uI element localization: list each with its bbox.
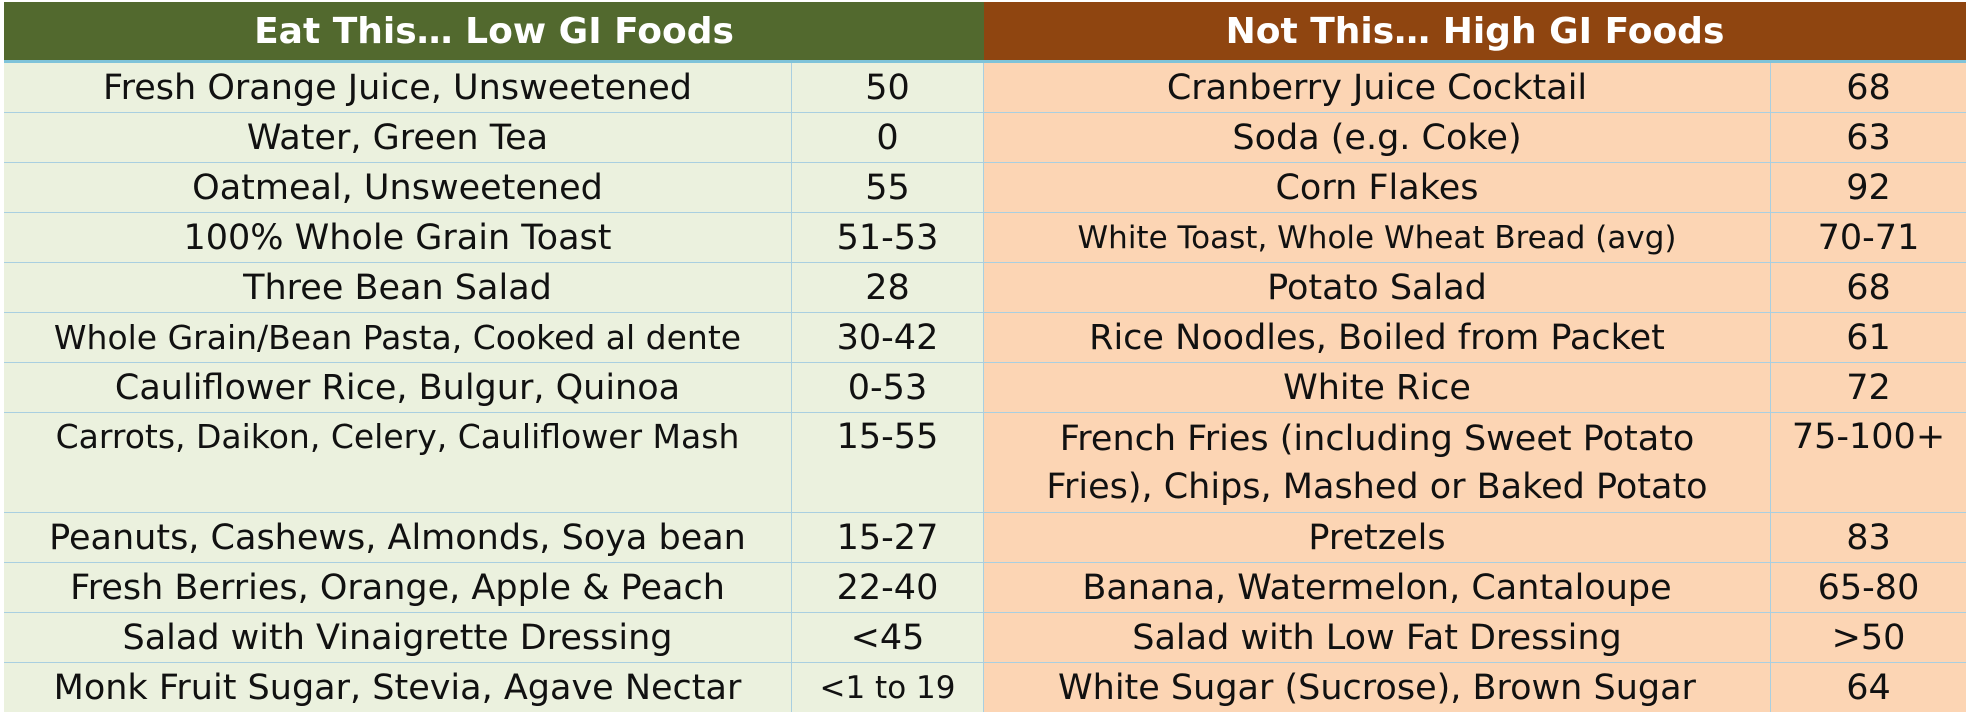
high-gi-value: 68: [1771, 63, 1966, 112]
low-gi-value: 50: [792, 63, 984, 112]
low-gi-value: <1 to 19: [792, 663, 984, 712]
table-row: Salad with Vinaigrette Dressing <45 Sala…: [4, 613, 1966, 663]
high-gi-food: White Sugar (Sucrose), Brown Sugar: [984, 663, 1771, 712]
low-gi-value: 15-27: [792, 513, 984, 562]
table-row: Fresh Berries, Orange, Apple & Peach 22-…: [4, 563, 1966, 613]
high-gi-value: 65-80: [1771, 563, 1966, 612]
low-gi-value: 0-53: [792, 363, 984, 412]
high-gi-food: White Toast, Whole Wheat Bread (avg): [984, 213, 1771, 262]
table-row: Oatmeal, Unsweetened 55 Corn Flakes 92: [4, 163, 1966, 213]
low-gi-value: 0: [792, 113, 984, 162]
low-gi-value: 51-53: [792, 213, 984, 262]
table-row: 100% Whole Grain Toast 51-53 White Toast…: [4, 213, 1966, 263]
high-gi-food: Soda (e.g. Coke): [984, 113, 1771, 162]
table-row: Cauliflower Rice, Bulgur, Quinoa 0-53 Wh…: [4, 363, 1966, 413]
high-gi-food: Salad with Low Fat Dressing: [984, 613, 1771, 662]
high-gi-food: Banana, Watermelon, Cantaloupe: [984, 563, 1771, 612]
low-gi-food: Cauliflower Rice, Bulgur, Quinoa: [4, 363, 792, 412]
high-gi-value: 64: [1771, 663, 1966, 712]
low-gi-value: 28: [792, 263, 984, 312]
high-gi-value: 72: [1771, 363, 1966, 412]
table-row: Three Bean Salad 28 Potato Salad 68: [4, 263, 1966, 313]
high-gi-food: French Fries (including Sweet Potato Fri…: [984, 413, 1771, 512]
low-gi-food: Whole Grain/Bean Pasta, Cooked al dente: [4, 313, 792, 362]
low-gi-food: 100% Whole Grain Toast: [4, 213, 792, 262]
low-gi-food: Fresh Berries, Orange, Apple & Peach: [4, 563, 792, 612]
table-row: Fresh Orange Juice, Unsweetened 50 Cranb…: [4, 63, 1966, 113]
low-gi-food: Three Bean Salad: [4, 263, 792, 312]
low-gi-header: Eat This… Low GI Foods: [4, 2, 984, 60]
high-gi-value: 92: [1771, 163, 1966, 212]
high-gi-value: 75-100+: [1771, 413, 1966, 512]
table-row: Peanuts, Cashews, Almonds, Soya bean 15-…: [4, 513, 1966, 563]
low-gi-value: 30-42: [792, 313, 984, 362]
table-row: Monk Fruit Sugar, Stevia, Agave Nectar <…: [4, 663, 1966, 712]
high-gi-value: 63: [1771, 113, 1966, 162]
high-gi-food: Corn Flakes: [984, 163, 1771, 212]
high-gi-food: Potato Salad: [984, 263, 1771, 312]
low-gi-food: Fresh Orange Juice, Unsweetened: [4, 63, 792, 112]
high-gi-food: Cranberry Juice Cocktail: [984, 63, 1771, 112]
table-row: Water, Green Tea 0 Soda (e.g. Coke) 63: [4, 113, 1966, 163]
high-gi-value: 83: [1771, 513, 1966, 562]
low-gi-value: 15-55: [792, 413, 984, 512]
low-gi-food: Salad with Vinaigrette Dressing: [4, 613, 792, 662]
low-gi-food: Oatmeal, Unsweetened: [4, 163, 792, 212]
high-gi-value: 68: [1771, 263, 1966, 312]
table-row: Whole Grain/Bean Pasta, Cooked al dente …: [4, 313, 1966, 363]
gi-comparison-table: Eat This… Low GI Foods Not This… High GI…: [4, 2, 1966, 712]
low-gi-food: Monk Fruit Sugar, Stevia, Agave Nectar: [4, 663, 792, 712]
low-gi-food: Carrots, Daikon, Celery, Cauliflower Mas…: [4, 413, 792, 512]
high-gi-value: 61: [1771, 313, 1966, 362]
low-gi-food: Peanuts, Cashews, Almonds, Soya bean: [4, 513, 792, 562]
high-gi-value: >50: [1771, 613, 1966, 662]
low-gi-value: 22-40: [792, 563, 984, 612]
low-gi-value: <45: [792, 613, 984, 662]
low-gi-value: 55: [792, 163, 984, 212]
high-gi-food: Pretzels: [984, 513, 1771, 562]
high-gi-header: Not This… High GI Foods: [984, 2, 1966, 60]
high-gi-food: Rice Noodles, Boiled from Packet: [984, 313, 1771, 362]
low-gi-food: Water, Green Tea: [4, 113, 792, 162]
table-header-row: Eat This… Low GI Foods Not This… High GI…: [4, 2, 1966, 63]
high-gi-food: White Rice: [984, 363, 1771, 412]
high-gi-value: 70-71: [1771, 213, 1966, 262]
table-row: Carrots, Daikon, Celery, Cauliflower Mas…: [4, 413, 1966, 513]
